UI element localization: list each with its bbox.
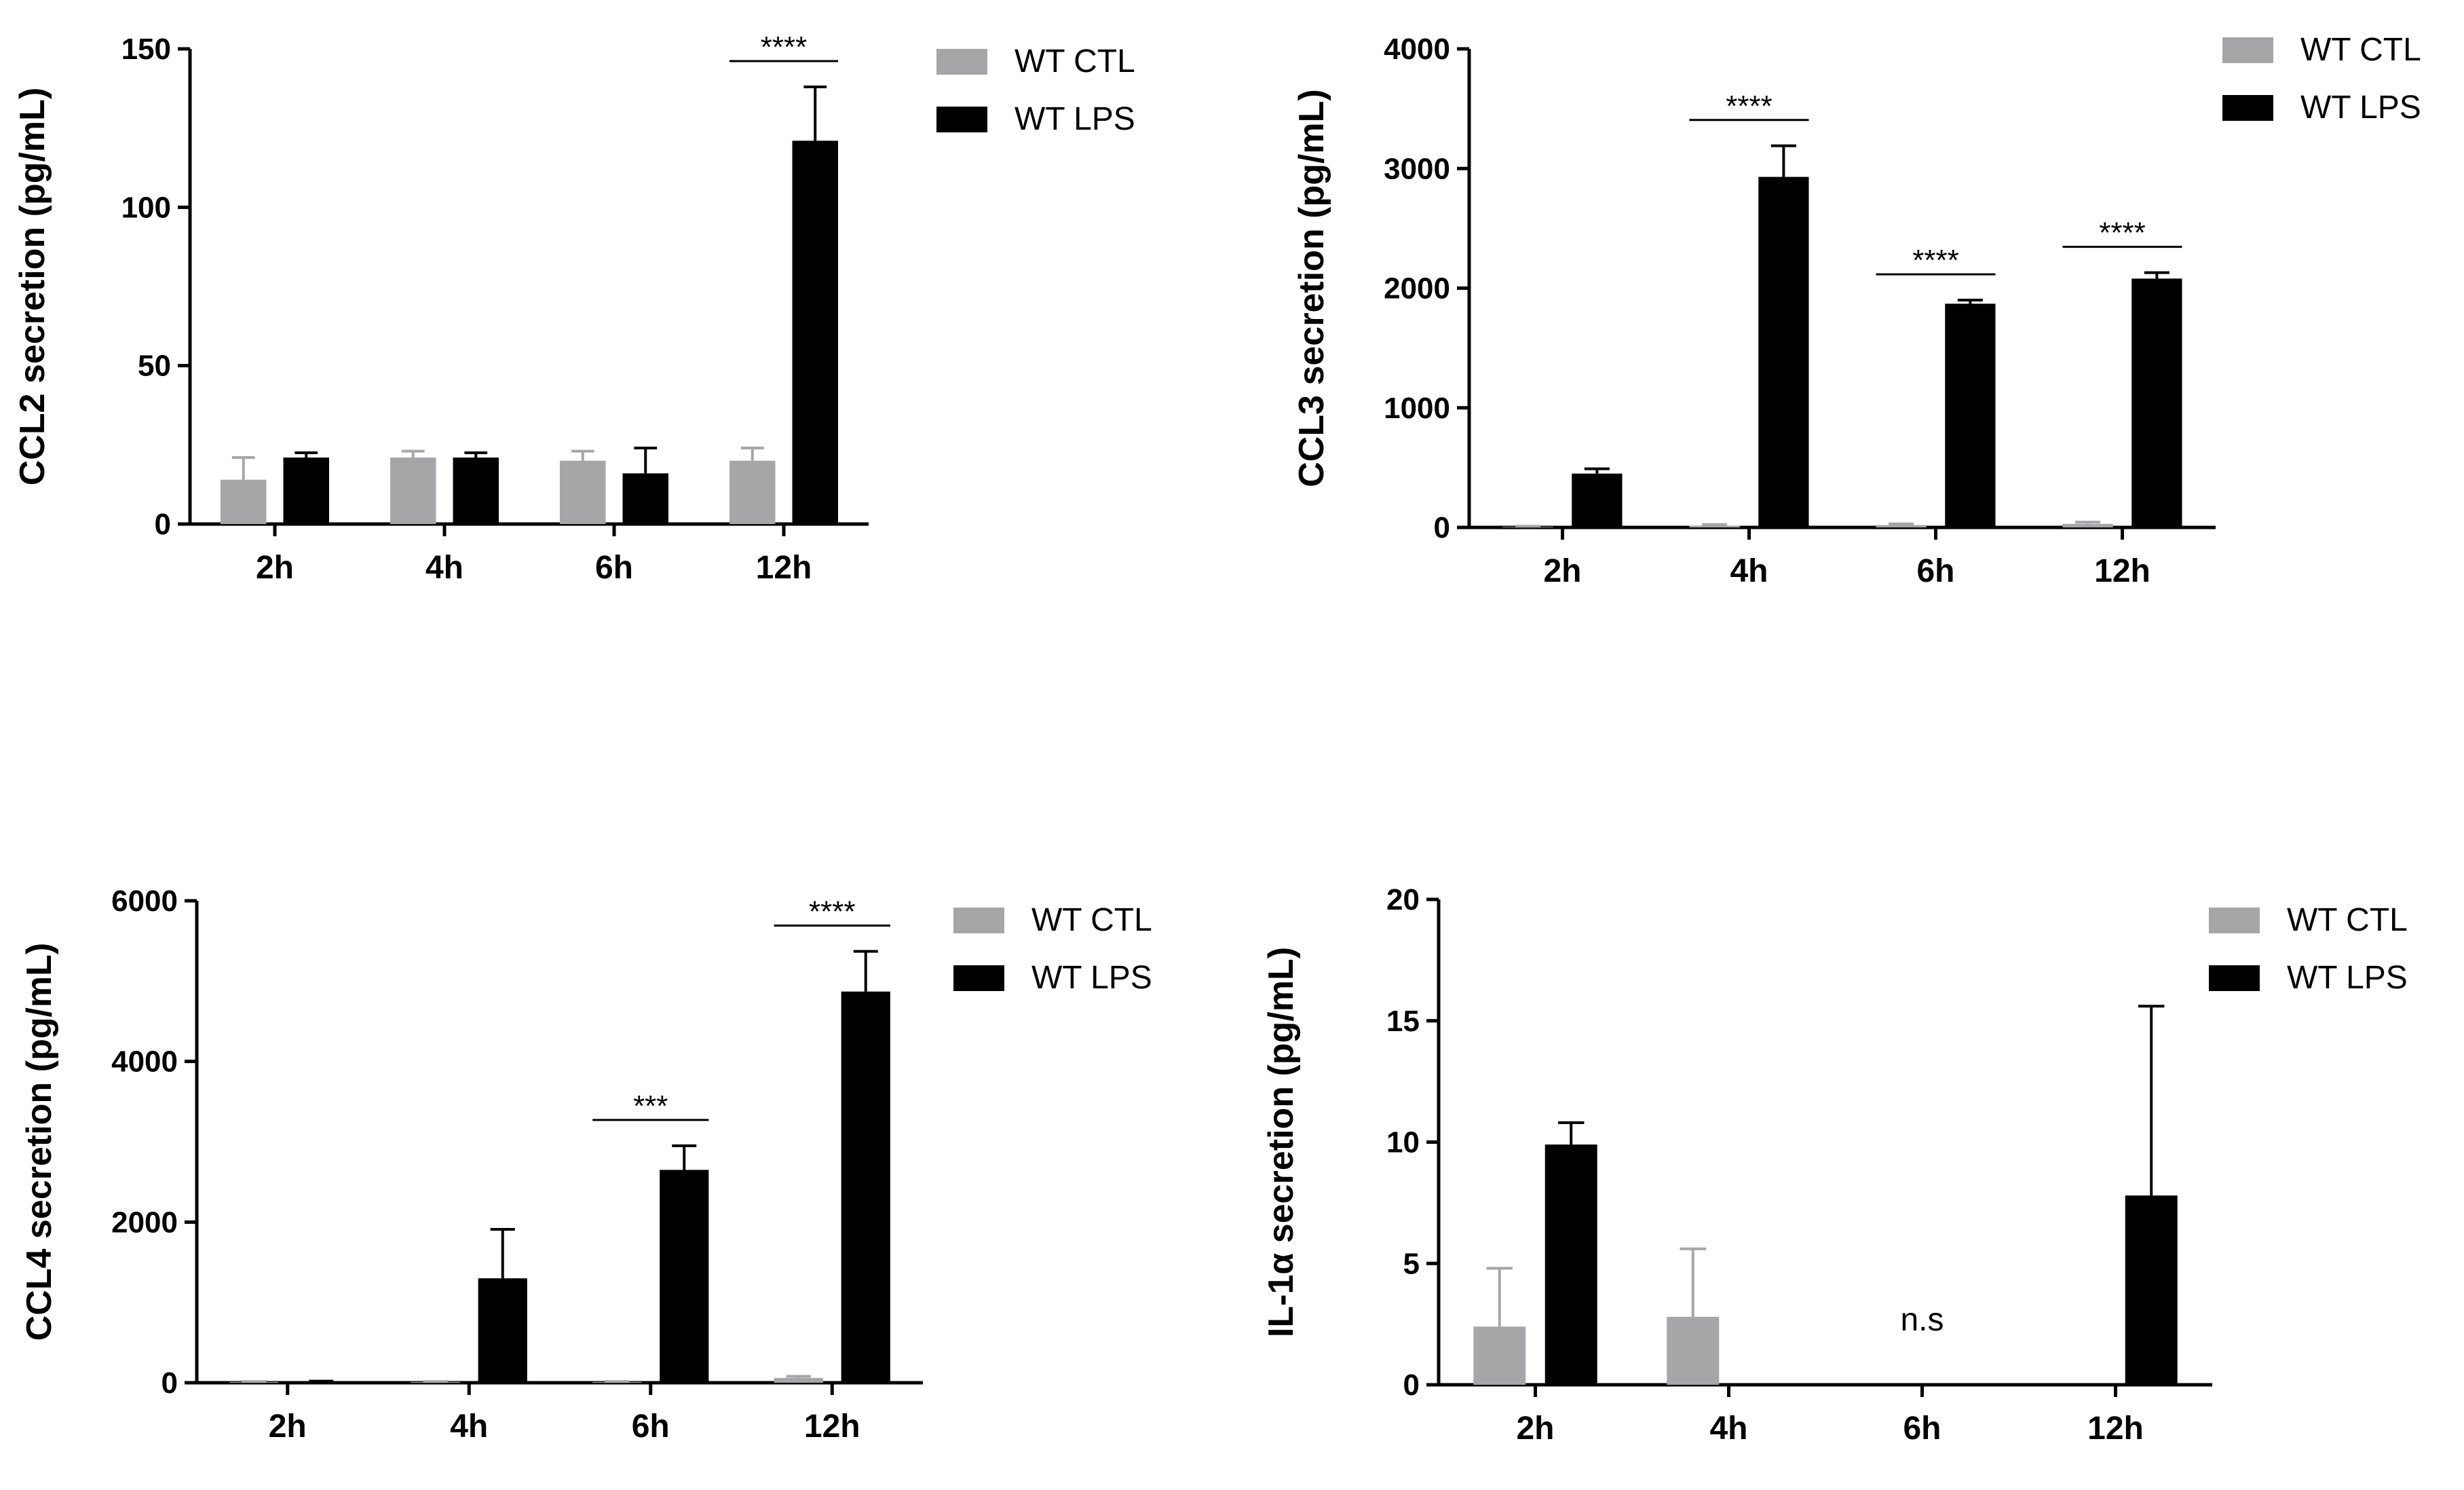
- y-tick-label: 0: [155, 508, 171, 541]
- bar-wt-lps-4h: [1758, 176, 1809, 527]
- bar-wt-lps-12h: [841, 991, 890, 1383]
- x-tick-label: 12h: [756, 550, 812, 586]
- significance-label: ****: [1726, 90, 1773, 123]
- y-axis-label: CCL2 secretion (pg/mL): [13, 88, 52, 486]
- y-tick-label: 4000: [111, 1045, 178, 1079]
- bar-wt-ctl-12h: [2062, 523, 2113, 527]
- bar-wt-ctl-4h: [1667, 1316, 1720, 1385]
- significance-label: ****: [761, 31, 808, 64]
- legend-swatch-wt-ctl: [953, 908, 1004, 933]
- legend-label: WT CTL: [1031, 902, 1152, 938]
- y-tick-label: 15: [1386, 1005, 1420, 1038]
- bar-wt-lps-2h: [1572, 473, 1623, 527]
- legend-swatch-wt-lps: [953, 965, 1004, 991]
- bar-wt-ctl-4h: [390, 458, 436, 524]
- bar-wt-lps-12h: [2125, 1195, 2178, 1385]
- legend-label: WT LPS: [2287, 960, 2408, 996]
- y-tick-label: 10: [1386, 1126, 1420, 1159]
- annotation-label: n.s: [1900, 1302, 1944, 1338]
- bar-wt-ctl-6h: [560, 460, 606, 524]
- y-axis-label: IL-1α secretion (pg/mL): [1262, 947, 1301, 1337]
- x-tick-label: 2h: [1516, 1411, 1554, 1447]
- y-tick-label: 0: [162, 1366, 178, 1400]
- legend-label: WT LPS: [1031, 960, 1152, 996]
- legend-swatch-wt-lps: [2209, 965, 2260, 991]
- significance-label: ****: [809, 895, 856, 929]
- x-tick-label: 6h: [632, 1409, 670, 1445]
- y-tick-label: 6000: [111, 884, 178, 918]
- bar-wt-lps-6h: [660, 1170, 709, 1383]
- x-tick-label: 4h: [450, 1409, 488, 1445]
- y-tick-label: 3000: [1384, 152, 1450, 185]
- bar-wt-ctl-4h: [1689, 525, 1740, 527]
- chart-panel-3: 0 2000 4000 6000 CCL4 secretion (pg/mL) 2h 4h 6…: [20, 884, 1152, 1445]
- bar-wt-lps-4h: [478, 1278, 527, 1383]
- significance-label: ****: [2099, 217, 2146, 250]
- x-tick-label: 12h: [2094, 553, 2150, 589]
- legend-label: WT LPS: [2300, 90, 2421, 126]
- bar-wt-ctl-6h: [1876, 525, 1927, 527]
- bar-wt-lps-2h: [1544, 1144, 1597, 1385]
- significance-label: ****: [1912, 244, 1959, 277]
- bar-wt-lps-6h: [622, 473, 668, 524]
- bar-wt-ctl-2h: [1473, 1326, 1526, 1385]
- legend-label: WT LPS: [1015, 101, 1135, 137]
- y-tick-label: 0: [1403, 1368, 1420, 1402]
- bar-wt-lps-2h: [283, 458, 329, 524]
- x-tick-label: 4h: [1730, 553, 1768, 589]
- bar-wt-lps-12h: [792, 141, 838, 525]
- y-tick-label: 20: [1386, 883, 1420, 916]
- chart-panel-4: 0 5 10 15 20 IL-1α secretion (pg/mL) 2h 4h 6h 12h…: [1262, 883, 2408, 1447]
- legend-label: WT CTL: [2300, 32, 2421, 68]
- y-tick-label: 0: [1434, 511, 1450, 544]
- x-tick-label: 6h: [1916, 553, 1954, 589]
- legend-swatch-wt-ctl: [2209, 908, 2260, 933]
- legend-swatch-wt-ctl: [936, 49, 987, 75]
- legend-swatch-wt-lps: [2222, 95, 2273, 121]
- chart-panel-1: 0 50 100 150 CCL2 secretion (pg/mL) 2h 4h 6h 12h…: [13, 31, 1135, 586]
- x-tick-label: 12h: [2087, 1411, 2144, 1447]
- bar-wt-ctl-12h: [729, 460, 776, 524]
- bar-wt-ctl-12h: [774, 1377, 823, 1383]
- legend-label: WT CTL: [1015, 43, 1135, 79]
- x-tick-label: 4h: [1709, 1411, 1747, 1447]
- chart-panel-2: 0 1000 2000 3000 4000 CCL3 secretion (pg/mL) 2…: [1292, 32, 2421, 589]
- x-tick-label: 12h: [804, 1409, 860, 1445]
- bar-wt-ctl-2h: [221, 479, 267, 524]
- legend-label: WT CTL: [2287, 902, 2408, 938]
- significance-label: ***: [633, 1089, 668, 1123]
- legend-swatch-wt-lps: [936, 107, 987, 132]
- x-tick-label: 2h: [1543, 553, 1581, 589]
- y-tick-label: 1000: [1384, 392, 1450, 425]
- y-axis-label: CCL3 secretion (pg/mL): [1292, 89, 1331, 487]
- y-tick-label: 150: [121, 33, 171, 66]
- x-tick-label: 6h: [595, 550, 633, 586]
- y-tick-label: 5: [1403, 1247, 1420, 1280]
- y-tick-label: 50: [138, 350, 171, 383]
- legend-swatch-wt-ctl: [2222, 37, 2273, 63]
- y-tick-label: 2000: [1384, 272, 1450, 305]
- y-tick-label: 2000: [111, 1206, 178, 1239]
- bar-wt-lps-12h: [2131, 278, 2182, 527]
- y-axis-label: CCL4 secretion (pg/mL): [20, 943, 59, 1341]
- x-tick-label: 2h: [269, 1409, 307, 1445]
- x-tick-label: 4h: [425, 550, 463, 586]
- x-tick-label: 6h: [1903, 1411, 1941, 1447]
- y-tick-label: 4000: [1384, 33, 1450, 66]
- bar-wt-lps-4h: [453, 458, 499, 524]
- bar-wt-lps-6h: [1945, 303, 1996, 527]
- x-tick-label: 2h: [256, 550, 294, 586]
- y-tick-label: 100: [121, 191, 171, 224]
